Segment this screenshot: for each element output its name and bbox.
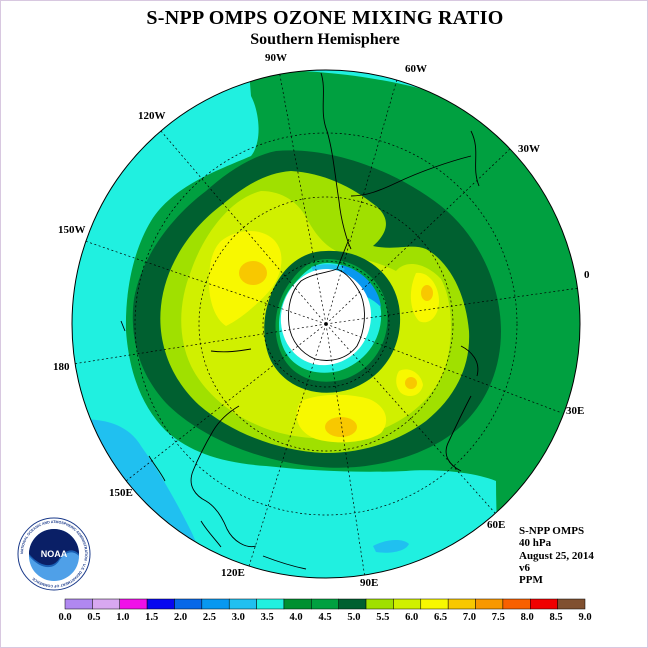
colorbar-label-8: 4.0 [290, 612, 303, 623]
lon-label-120e: 120E [221, 567, 245, 579]
colorbar-swatch-16 [502, 598, 531, 610]
polar-no-data [280, 269, 371, 366]
lon-label-30e: 30E [566, 405, 585, 417]
colorbar-swatch-3 [146, 598, 175, 610]
colorbar-label-10: 5.0 [347, 612, 360, 623]
colorbar-swatch-11 [365, 598, 394, 610]
lon-label-120w: 120W [138, 110, 166, 122]
lon-label-90e: 90E [360, 577, 379, 589]
lon-label-0: 0 [584, 269, 590, 281]
colorbar-swatch-10 [338, 598, 367, 610]
colorbar-swatch-5 [201, 598, 230, 610]
colorbar-swatch-17 [530, 598, 558, 610]
coastlines [120, 72, 480, 570]
lon-label-150w: 150W [58, 224, 86, 236]
colorbar-label-17: 8.5 [550, 612, 563, 623]
colorbar-swatch-2 [119, 598, 148, 610]
graticule [72, 70, 580, 578]
info-instrument: S-NPP OMPS [519, 525, 585, 537]
noaa-logo: NOAA NATIONAL OCEANIC AND ATMOSPHERIC AD… [17, 517, 91, 591]
page-subtitle: Southern Hemisphere [250, 31, 400, 48]
lon-label-180: 180 [53, 361, 70, 373]
colorbar-label-5: 2.5 [203, 612, 216, 623]
colorbar-label-12: 6.0 [405, 612, 418, 623]
info-date: August 25, 2014 [519, 549, 594, 562]
colorbar-swatch-6 [228, 598, 257, 610]
colorbar-swatches [64, 598, 586, 610]
colorbar-swatch-18 [557, 598, 586, 610]
colorbar-swatch-14 [447, 598, 476, 610]
field-max-east [421, 285, 433, 301]
colorbar-swatch-0 [64, 598, 93, 610]
colorbar-swatch-12 [393, 598, 422, 610]
info-version: v6 [519, 561, 530, 574]
page-title: S-NPP OMPS OZONE MIXING RATIO [146, 7, 504, 29]
colorbar: 0.0 0.5 1.0 1.5 2.0 2.5 3.0 3.5 4.0 4.5 5.0 5.5 6.0 6… [58, 598, 592, 623]
colorbar-swatch-13 [420, 598, 449, 610]
colorbar-swatch-7 [256, 598, 285, 610]
colorbar-label-7: 3.5 [261, 612, 274, 623]
info-pressure-level: 40 hPa [519, 537, 552, 550]
colorbar-swatch-1 [92, 598, 120, 610]
colorbar-label-16: 8.0 [521, 612, 534, 623]
colorbar-label-11: 5.5 [376, 612, 389, 623]
noaa-logo-text: NOAA [41, 549, 68, 559]
pole-marker [324, 322, 328, 326]
info-block: S-NPP OMPS 40 hPa August 25, 2014 v6 PPM [519, 525, 594, 586]
colorbar-swatch-8 [283, 598, 312, 610]
colorbar-label-1: 0.5 [87, 612, 100, 623]
field-max-west [239, 261, 267, 285]
ozone-map [71, 69, 581, 579]
lon-label-60w: 60W [405, 63, 427, 75]
lon-label-60e: 60E [487, 519, 506, 531]
colorbar-label-3: 1.5 [145, 612, 158, 623]
colorbar-swatch-4 [174, 598, 203, 610]
field-max-south [325, 417, 357, 437]
colorbar-label-2: 1.0 [116, 612, 129, 623]
colorbar-label-6: 3.0 [232, 612, 245, 623]
colorbar-label-13: 6.5 [434, 612, 447, 623]
colorbar-swatch-15 [475, 598, 504, 610]
colorbar-label-15: 7.5 [492, 612, 505, 623]
field-light-blue-patch [373, 540, 409, 553]
colorbar-label-4: 2.0 [174, 612, 187, 623]
colorbar-swatch-9 [311, 598, 339, 610]
colorbar-label-0: 0.0 [58, 612, 71, 623]
field-max-se [405, 377, 417, 389]
colorbar-labels: 0.0 0.5 1.0 1.5 2.0 2.5 3.0 3.5 4.0 4.5 5.0 5.5 6.0 6… [58, 612, 591, 623]
lon-label-30w: 30W [518, 143, 540, 155]
info-units: PPM [519, 574, 543, 587]
colorbar-label-9: 4.5 [318, 612, 331, 623]
colorbar-label-14: 7.0 [463, 612, 476, 623]
lon-label-150e: 150E [109, 487, 133, 499]
map-disc-border [71, 69, 581, 579]
field-vortex-blue [340, 265, 381, 307]
colorbar-label-18: 9.0 [578, 612, 591, 623]
lon-label-90w: 90W [265, 52, 287, 64]
